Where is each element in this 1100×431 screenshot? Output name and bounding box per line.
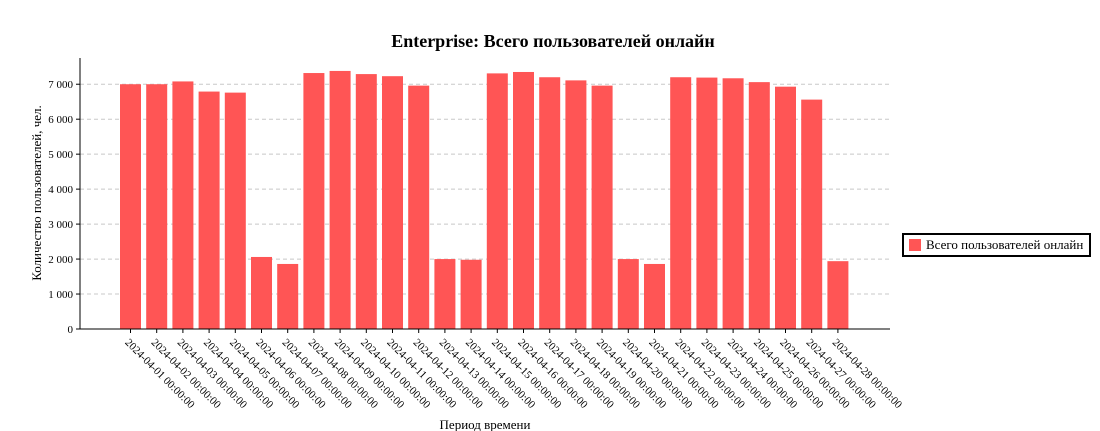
bar xyxy=(486,73,508,329)
y-tick-label: 0 xyxy=(68,324,74,336)
bars xyxy=(120,70,849,330)
bar xyxy=(198,91,220,329)
legend-label: Всего пользователей онлайн xyxy=(926,237,1084,252)
bar xyxy=(434,259,456,329)
legend: Всего пользователей онлайн xyxy=(902,233,1092,257)
y-ticks: 0 1 000 2 000 3 000 4 000 5 000 6 000 7 000 xyxy=(48,79,80,336)
y-tick-label: 1 000 xyxy=(48,289,73,301)
bar xyxy=(120,84,141,330)
bar xyxy=(329,70,351,330)
bar xyxy=(617,259,639,329)
legend-swatch xyxy=(909,239,921,251)
bar xyxy=(408,85,430,330)
y-tick-label: 5 000 xyxy=(48,149,73,161)
x-axis-label: Период времени xyxy=(440,417,531,431)
bar xyxy=(775,86,796,329)
y-tick-label: 6 000 xyxy=(48,114,73,126)
y-tick-label: 3 000 xyxy=(48,219,73,231)
y-tick-label: 7 000 xyxy=(48,79,73,91)
bar xyxy=(539,77,561,329)
bar xyxy=(146,84,168,330)
bar xyxy=(172,81,194,329)
bar xyxy=(670,77,692,329)
bar xyxy=(644,263,665,329)
bar xyxy=(801,99,823,330)
bar xyxy=(591,85,613,330)
bar xyxy=(513,71,534,330)
bar xyxy=(696,77,718,329)
bar xyxy=(303,73,325,329)
y-axis-label: Количество пользователей, чел. xyxy=(29,105,44,281)
bar xyxy=(827,261,849,329)
bar xyxy=(722,78,744,330)
bar xyxy=(277,263,299,329)
bar xyxy=(565,80,587,329)
bar xyxy=(748,82,770,329)
bar xyxy=(355,74,377,329)
bar xyxy=(224,92,246,329)
y-tick-label: 2 000 xyxy=(48,254,73,266)
bar xyxy=(382,76,403,329)
y-tick-label: 4 000 xyxy=(48,184,73,196)
bar xyxy=(460,259,482,329)
chart-title: Enterprise: Всего пользователей онлайн xyxy=(391,31,715,51)
bar xyxy=(251,256,272,329)
